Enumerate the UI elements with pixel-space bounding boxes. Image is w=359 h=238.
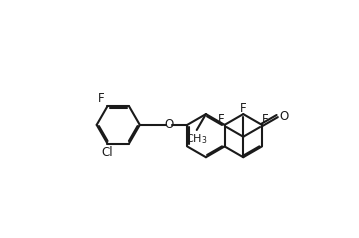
Text: O: O [164, 118, 173, 131]
Text: F: F [218, 113, 224, 126]
Text: Cl: Cl [102, 146, 113, 159]
Text: F: F [262, 113, 269, 126]
Text: F: F [240, 102, 247, 115]
Text: F: F [98, 92, 104, 105]
Text: CH$_3$: CH$_3$ [185, 132, 207, 146]
Text: O: O [280, 109, 289, 123]
